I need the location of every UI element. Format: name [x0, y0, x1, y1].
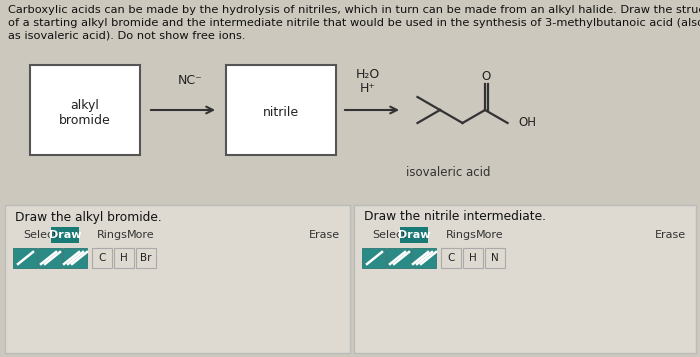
Text: Br: Br: [140, 253, 152, 263]
Bar: [136, 248, 156, 268]
Bar: [354, 205, 696, 353]
Bar: [5, 205, 350, 353]
Bar: [485, 248, 505, 268]
Text: C: C: [98, 253, 106, 263]
Text: Rings: Rings: [97, 230, 128, 240]
Bar: [362, 248, 386, 268]
Bar: [38, 248, 62, 268]
Text: nitrile: nitrile: [263, 106, 299, 120]
Text: alkyl
bromide: alkyl bromide: [59, 99, 111, 127]
Text: H: H: [120, 253, 128, 263]
Text: Draw: Draw: [398, 230, 430, 240]
Text: O: O: [482, 70, 491, 84]
Bar: [92, 248, 112, 268]
Bar: [400, 227, 428, 243]
Bar: [387, 248, 411, 268]
Text: as isovaleric acid). Do not show free ions.: as isovaleric acid). Do not show free io…: [8, 31, 246, 41]
Bar: [226, 65, 336, 155]
Text: NC⁻: NC⁻: [178, 74, 202, 86]
Text: H⁺: H⁺: [360, 82, 376, 96]
Text: isovaleric acid: isovaleric acid: [406, 166, 490, 180]
Bar: [463, 248, 483, 268]
Text: of a starting alkyl bromide and the intermediate nitrile that would be used in t: of a starting alkyl bromide and the inte…: [8, 18, 700, 28]
Text: Draw: Draw: [49, 230, 81, 240]
Text: Erase: Erase: [309, 230, 340, 240]
Text: Draw the nitrile intermediate.: Draw the nitrile intermediate.: [364, 211, 546, 223]
Bar: [51, 227, 79, 243]
Text: Rings: Rings: [446, 230, 477, 240]
Text: Select: Select: [372, 230, 407, 240]
Bar: [63, 248, 87, 268]
Text: More: More: [476, 230, 503, 240]
Bar: [441, 248, 461, 268]
Text: Draw the alkyl bromide.: Draw the alkyl bromide.: [15, 211, 162, 223]
Text: Select: Select: [23, 230, 57, 240]
Bar: [30, 65, 140, 155]
Text: C: C: [447, 253, 455, 263]
Text: Carboxylic acids can be made by the hydrolysis of nitriles, which in turn can be: Carboxylic acids can be made by the hydr…: [8, 5, 700, 15]
Bar: [412, 248, 436, 268]
Text: H₂O: H₂O: [356, 69, 380, 81]
Text: H: H: [469, 253, 477, 263]
Text: OH: OH: [519, 116, 536, 130]
Bar: [13, 248, 37, 268]
Text: More: More: [127, 230, 155, 240]
Text: N: N: [491, 253, 499, 263]
Text: Erase: Erase: [655, 230, 686, 240]
Bar: [114, 248, 134, 268]
